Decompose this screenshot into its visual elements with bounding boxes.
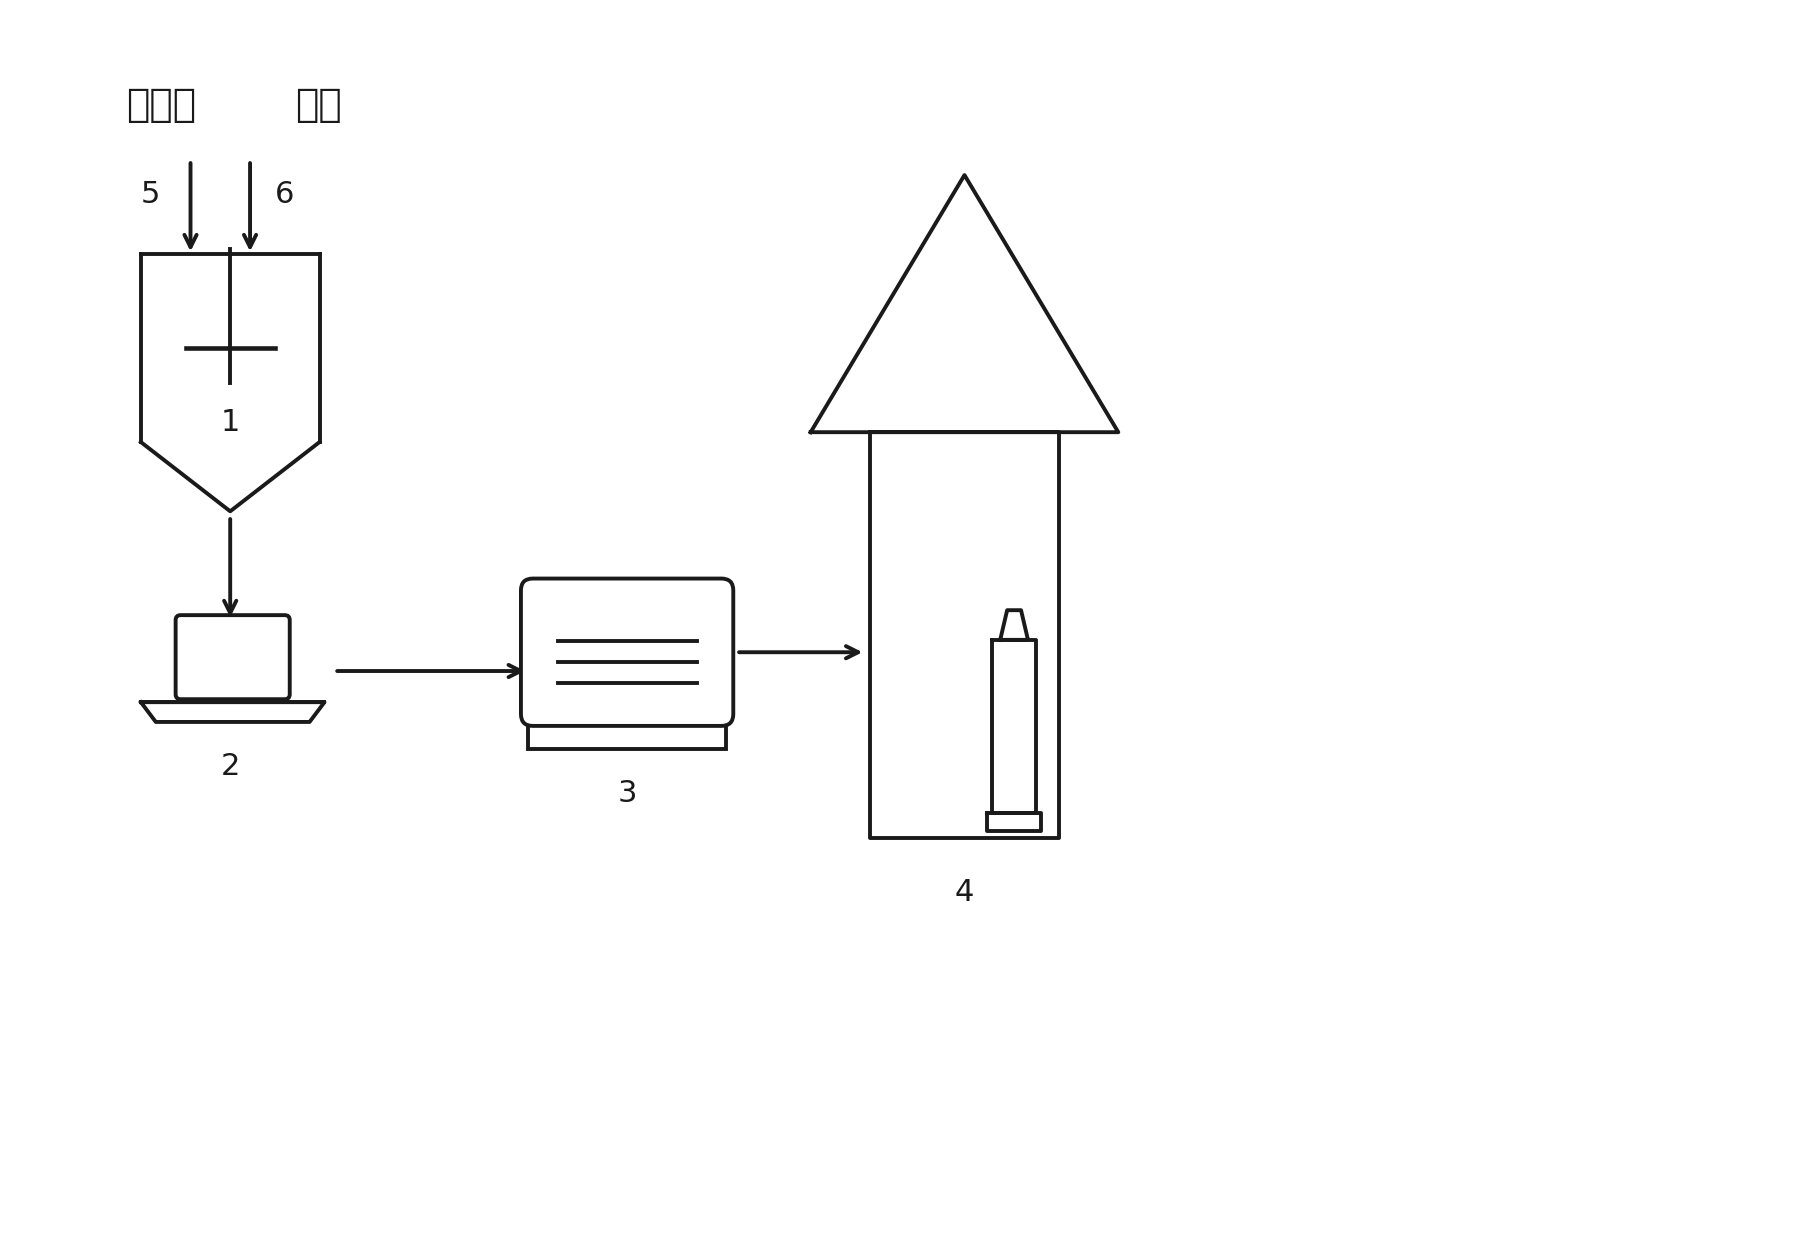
- Text: 2: 2: [221, 752, 241, 781]
- Text: 6: 6: [275, 181, 295, 210]
- Text: 3: 3: [618, 779, 638, 808]
- Text: 4: 4: [955, 878, 973, 907]
- Polygon shape: [140, 702, 325, 722]
- FancyBboxPatch shape: [521, 579, 733, 726]
- Text: 碳酸钡: 碳酸钡: [126, 87, 196, 124]
- Polygon shape: [1000, 610, 1027, 639]
- Text: 硫酸: 硫酸: [295, 87, 341, 124]
- Text: 1: 1: [221, 408, 241, 437]
- Text: 5: 5: [142, 181, 160, 210]
- Bar: [528, 715, 726, 749]
- FancyBboxPatch shape: [176, 615, 289, 700]
